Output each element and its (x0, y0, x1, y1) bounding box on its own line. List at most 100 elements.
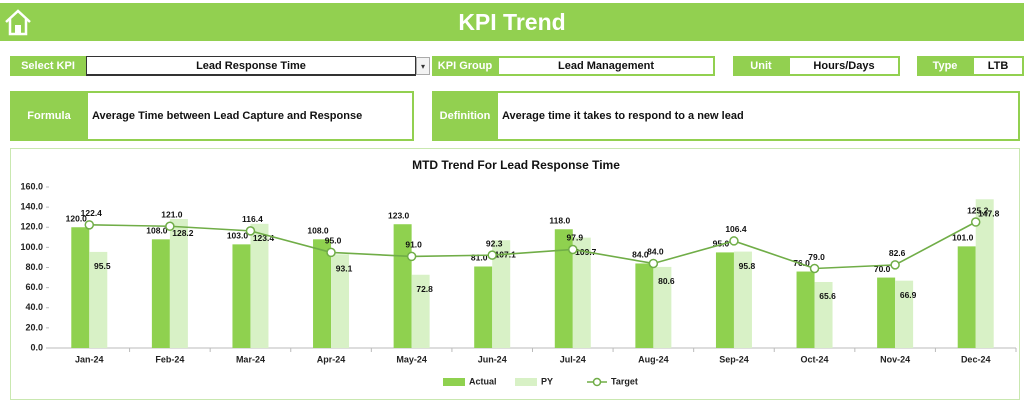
x-tick-label: Jun-24 (478, 354, 507, 364)
line-marker (406, 251, 417, 262)
x-tick-label: Dec-24 (961, 354, 991, 364)
line-marker (84, 220, 95, 230)
line-marker (729, 236, 739, 246)
y-tick-label: 100.0 (20, 242, 43, 252)
bar (895, 280, 914, 348)
bar (572, 237, 591, 348)
chart-title: MTD Trend For Lead Response Time (412, 158, 620, 172)
line-marker (809, 263, 820, 274)
formula-label: Formula (10, 91, 88, 141)
bar (877, 277, 896, 348)
data-label: 106.4 (725, 224, 747, 234)
x-tick-label: Apr-24 (317, 354, 346, 364)
bar (492, 240, 511, 348)
page-title: KPI Trend (0, 3, 1024, 41)
bar (814, 281, 833, 348)
data-label: 95.8 (739, 261, 756, 271)
definition-label: Definition (432, 91, 498, 141)
data-label: 103.0 (227, 231, 249, 241)
data-label: 80.6 (658, 276, 675, 286)
data-label: 84.0 (647, 247, 664, 257)
bar (232, 244, 251, 348)
bar (975, 199, 994, 348)
x-tick-label: Feb-24 (155, 354, 184, 364)
bar (653, 266, 672, 348)
legend-label: Actual (469, 376, 497, 386)
bar (796, 271, 815, 348)
y-tick-label: 60.0 (25, 282, 43, 292)
type-value: LTB (972, 56, 1024, 76)
line-marker (890, 260, 900, 270)
x-tick-label: Jul-24 (560, 354, 586, 364)
line-marker (648, 258, 659, 269)
unit-value: Hours/Days (788, 56, 900, 76)
formula-text: Average Time between Lead Capture and Re… (86, 91, 414, 141)
x-tick-label: Aug-24 (638, 354, 669, 364)
unit-label: Unit (733, 56, 789, 76)
bar (331, 254, 350, 348)
legend-label: Target (611, 376, 638, 386)
data-label: 65.6 (819, 291, 836, 301)
y-tick-label: 140.0 (20, 202, 43, 212)
kpi-group-value: Lead Management (497, 56, 715, 76)
y-tick-label: 120.0 (20, 222, 43, 232)
legend-label: PY (541, 376, 553, 386)
line-marker (568, 244, 578, 255)
data-label: 76.0 (793, 258, 810, 268)
line-marker (326, 247, 336, 258)
chart: MTD Trend For Lead Response Time 0.0 20.0… (10, 148, 1020, 400)
data-label: 128.2 (172, 228, 194, 238)
x-tick-label: May-24 (396, 354, 427, 364)
data-label: 125.2 (967, 205, 989, 215)
line-marker (487, 250, 497, 260)
data-label: 121.0 (161, 209, 183, 219)
x-tick-label: Sep-24 (719, 354, 749, 364)
bar (411, 274, 430, 348)
data-label: 72.8 (416, 284, 433, 294)
data-label: 92.3 (486, 238, 503, 248)
legend-swatch (515, 378, 537, 386)
dropdown-arrow[interactable]: ▾ (416, 57, 430, 75)
legend-swatch (592, 377, 602, 387)
home-icon[interactable] (4, 8, 32, 36)
data-label: 123.0 (388, 210, 410, 220)
bar (957, 246, 976, 348)
data-label: 147.8 (978, 209, 1000, 219)
y-tick-label: 80.0 (25, 262, 43, 272)
data-label: 97.9 (567, 233, 584, 243)
bar (89, 251, 108, 348)
x-tick-label: Nov-24 (880, 354, 910, 364)
bar (250, 223, 269, 348)
data-label: 70.0 (874, 264, 891, 274)
bar (554, 229, 573, 348)
data-label: 108.0 (146, 226, 168, 236)
kpi-group-label: KPI Group (432, 56, 498, 76)
definition-text: Average time it takes to respond to a ne… (496, 91, 1020, 141)
select-kpi-label: Select KPI (10, 56, 86, 76)
data-label: 101.0 (952, 233, 974, 243)
select-kpi-dropdown[interactable]: Lead Response Time (86, 56, 416, 76)
data-label: 95.5 (94, 261, 111, 271)
bar (151, 239, 170, 348)
data-label: 91.0 (405, 240, 422, 250)
legend-swatch (443, 378, 465, 386)
type-label: Type (917, 56, 973, 76)
data-label: 79.0 (808, 252, 825, 262)
bar (474, 266, 493, 348)
data-label: 95.0 (325, 236, 342, 246)
x-tick-label: Jan-24 (75, 354, 104, 364)
line (89, 221, 977, 270)
data-label: 122.4 (81, 208, 103, 218)
bar (635, 263, 654, 348)
line-marker (165, 221, 175, 231)
data-label: 120.0 (66, 214, 88, 224)
x-tick-label: Oct-24 (801, 354, 829, 364)
y-tick-label: 160.0 (20, 181, 43, 191)
bar (313, 239, 332, 348)
y-tick-label: 20.0 (25, 322, 43, 332)
data-label: 118.0 (549, 216, 570, 226)
data-label: 95.0 (713, 239, 730, 249)
bar (169, 218, 188, 348)
y-tick-label: 40.0 (25, 302, 43, 312)
